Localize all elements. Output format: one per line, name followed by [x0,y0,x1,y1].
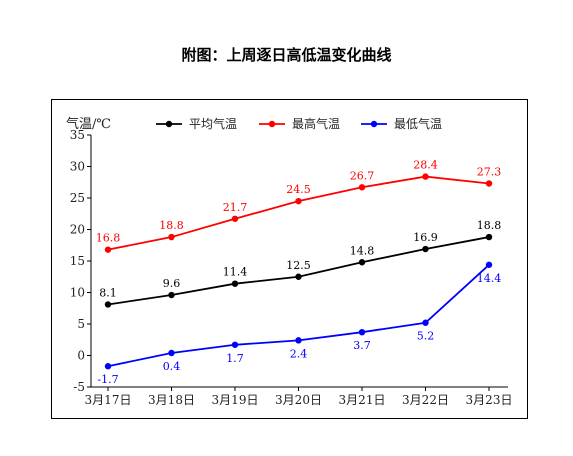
y-tick-label: 0 [77,349,85,363]
legend-label: 平均气温 [189,116,237,131]
data-label: -1.7 [97,373,118,386]
data-label: 27.3 [477,166,502,179]
data-label: 26.7 [350,169,375,182]
series-3: -1.7 0.4 1.7 2.4 3.7 5.2 14.4 [97,261,502,386]
data-label: 18.8 [477,219,502,232]
x-tick-label: 3月19日 [212,393,259,407]
data-label: 28.4 [413,159,438,172]
data-label: 3.7 [353,339,371,352]
data-point [358,328,366,336]
legend-entry-3: 最低气温 [361,116,442,131]
plot-area: 8.1 9.6 11.4 12.5 14.8 16.9 18.8 16.8 18.8 21.7 24… [96,159,502,387]
legend-label: 最低气温 [394,116,442,131]
x-tick-label: 3月17日 [85,393,132,407]
data-label: 21.7 [223,201,248,214]
data-point [295,337,302,344]
data-point [358,184,366,191]
x-tick-label: 3月23日 [466,393,513,407]
y-tick-label: 15 [70,254,85,268]
y-tick-label: 35 [70,128,85,142]
legend-marker [370,120,378,128]
data-point [295,273,302,280]
y-tick-label: -5 [73,380,85,394]
data-label: 18.8 [159,219,184,232]
data-point [231,341,239,348]
data-label: 1.7 [226,352,244,365]
x-tick-label: 3月18日 [148,393,195,407]
data-label: 24.5 [286,183,311,196]
data-label: 14.8 [350,244,375,257]
data-label: 9.6 [163,277,181,290]
chart-caption: 附图：上周逐日高低温变化曲线 [181,46,392,64]
data-label: 14.4 [477,272,502,285]
y-tick-label: 10 [70,286,85,300]
legend: 平均气温 最高气温 最低气温 [156,116,442,131]
data-label: 8.1 [99,286,117,299]
legend-marker [165,120,173,128]
data-point [422,319,429,326]
y-tick-label: 5 [77,317,85,331]
data-point [104,246,112,253]
data-point [485,261,493,268]
y-tick-label: 20 [70,223,85,237]
chart-frame [51,99,528,419]
data-point [231,215,239,222]
data-point [295,197,302,205]
axes: -5 0 5 10 15 20 25 30 35 3月17日 3月18日 3月19日 3月20日 3月21… [70,128,513,407]
data-point [168,233,175,241]
data-label: 11.4 [223,266,248,279]
data-point [168,349,175,357]
data-point [104,363,112,370]
data-label: 16.9 [413,231,438,244]
legend-marker [268,120,276,128]
x-tick-label: 3月20日 [275,393,322,407]
data-point [422,245,429,253]
x-tick-label: 3月21日 [339,393,386,407]
series-1: 8.1 9.6 11.4 12.5 14.8 16.9 18.8 [99,219,501,308]
y-axis-label: 气温/℃ [66,116,111,132]
legend-entry-2: 最高气温 [259,116,340,131]
legend-entry-1: 平均气温 [156,116,237,131]
y-tick-label: 30 [70,160,85,174]
y-tick-label: 25 [70,191,85,205]
data-point [422,173,429,180]
x-tick-label: 3月22日 [402,393,449,407]
legend-label: 最高气温 [292,116,340,131]
data-point [358,259,366,266]
data-point [168,291,175,299]
data-point [104,301,112,308]
data-point [485,233,493,241]
data-point [231,280,239,287]
data-label: 5.2 [417,330,435,343]
data-label: 2.4 [290,347,308,360]
data-label: 12.5 [286,259,311,272]
data-label: 0.4 [163,360,181,373]
series-2: 16.8 18.8 21.7 24.5 26.7 28.4 27.3 [96,159,502,253]
data-label: 16.8 [96,232,121,245]
data-point [485,180,493,187]
